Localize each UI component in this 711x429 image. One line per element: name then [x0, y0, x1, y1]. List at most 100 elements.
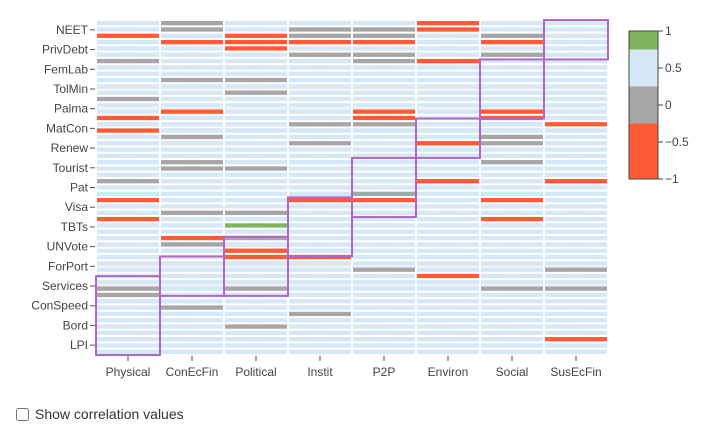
heatmap-cell-p2p-9 [353, 77, 415, 83]
show-values-label[interactable]: Show correlation values [35, 406, 184, 422]
heatmap-cell-political-9 [225, 77, 287, 83]
heatmap-cell-social-40 [481, 273, 543, 279]
heatmap-cell-physical-44 [97, 299, 159, 304]
heatmap-cell-social-41 [481, 280, 543, 285]
heatmap-cell-physical-39 [97, 267, 159, 272]
y-tick-label-privdebt: PrivDebt [42, 43, 89, 57]
heatmap-cell-instit-11 [289, 90, 351, 95]
heatmap-cell-social-38 [481, 261, 543, 266]
heatmap-cell-environ-29 [417, 204, 479, 209]
heatmap-cell-environ-51 [417, 343, 479, 348]
heatmap-cell-environ-10 [417, 84, 479, 89]
heatmap-cell-instit-27 [289, 191, 351, 196]
heatmap-cell-instit-24 [289, 172, 351, 178]
heatmap-cell-susecfin-32 [545, 223, 607, 228]
highlight-box-social [479, 58, 545, 120]
heatmap-cell-susecfin-40 [545, 273, 607, 279]
heatmap-cell-conecfin-21 [161, 153, 223, 159]
heatmap-cell-social-36 [481, 248, 543, 253]
y-tick-label-lpi: LPI [70, 338, 88, 352]
heatmap-cell-environ-45 [417, 305, 479, 310]
heatmap-cell-conecfin-33 [161, 229, 223, 234]
heatmap-cell-physical-22 [97, 160, 159, 165]
heatmap-cell-conecfin-18 [161, 134, 223, 140]
highlight-box-susecfin [543, 19, 609, 61]
heatmap-cell-susecfin-33 [545, 229, 607, 234]
heatmap-cell-physical-15 [97, 115, 159, 121]
heatmap-cell-susecfin-3 [545, 39, 607, 45]
y-tick-label-forport: ForPort [48, 259, 89, 273]
heatmap-cell-physical-8 [97, 71, 159, 76]
heatmap-cell-susecfin-24 [545, 172, 607, 178]
heatmap-cell-social-29 [481, 204, 543, 209]
heatmap-cell-physical-25 [97, 179, 159, 184]
heatmap-cell-physical-27 [97, 191, 159, 196]
heatmap-cell-susecfin-12 [545, 96, 607, 102]
x-tick-label-conecfin: ConEcFin [166, 365, 219, 379]
heatmap-cell-social-26 [481, 185, 543, 190]
heatmap-cell-physical-2 [97, 33, 159, 38]
heatmap-cell-social-24 [481, 172, 543, 178]
heatmap-cell-instit-14 [289, 109, 351, 114]
heatmap-cell-p2p-8 [353, 71, 415, 76]
heatmap-cell-conecfin-14 [161, 109, 223, 114]
heatmap-cell-conecfin-49 [161, 330, 223, 336]
x-tick-label-physical: Physical [106, 365, 151, 379]
heatmap-cell-p2p-35 [353, 242, 415, 247]
heatmap-cell-social-34 [481, 235, 543, 241]
heatmap-cell-social-28 [481, 197, 543, 203]
show-values-toggle[interactable]: Show correlation values [16, 406, 184, 422]
heatmap-cell-instit-40 [289, 273, 351, 279]
heatmap-cell-conecfin-35 [161, 242, 223, 247]
heatmap-cell-political-2 [225, 33, 287, 38]
heatmap-cell-instit-2 [289, 33, 351, 38]
heatmap-cell-susecfin-39 [545, 267, 607, 272]
heatmap-cell-social-35 [481, 242, 543, 247]
heatmap-cell-p2p-25 [353, 179, 415, 184]
heatmap-cell-political-12 [225, 96, 287, 102]
heatmap-cell-environ-2 [417, 33, 479, 38]
heatmap-cell-p2p-1 [353, 27, 415, 32]
heatmap-cell-environ-11 [417, 90, 479, 95]
heatmap-cell-political-25 [225, 179, 287, 184]
heatmap-cell-environ-23 [417, 166, 479, 171]
heatmap-cell-environ-48 [417, 324, 479, 329]
heatmap-cell-social-17 [481, 128, 543, 133]
y-tick-label-neet: NEET [56, 23, 89, 37]
show-values-checkbox[interactable] [16, 407, 29, 421]
heatmap-cell-conecfin-12 [161, 96, 223, 102]
heatmap-cell-social-13 [481, 103, 543, 108]
heatmap-cell-physical-1 [97, 27, 159, 32]
heatmap-cell-susecfin-0 [545, 21, 607, 26]
heatmap-cell-social-14 [481, 109, 543, 114]
highlight-box-physical [95, 275, 161, 357]
heatmap-cell-environ-13 [417, 103, 479, 108]
heatmap-cell-instit-42 [289, 286, 351, 291]
heatmap-cell-susecfin-31 [545, 216, 607, 222]
colorbar-band [629, 86, 658, 124]
heatmap-cell-susecfin-34 [545, 235, 607, 241]
heatmap-cell-physical-5 [97, 52, 159, 57]
heatmap-cell-social-1 [481, 27, 543, 32]
heatmap-cell-conecfin-20 [161, 147, 223, 152]
heatmap-cell-instit-49 [289, 330, 351, 336]
heatmap-cell-susecfin-6 [545, 58, 607, 64]
heatmap-cell-p2p-23 [353, 166, 415, 171]
heatmap-cell-environ-32 [417, 223, 479, 228]
heatmap-cell-conecfin-22 [161, 160, 223, 165]
heatmap-cells [97, 21, 607, 354]
heatmap-cell-conecfin-2 [161, 33, 223, 38]
heatmap-cell-environ-28 [417, 197, 479, 203]
heatmap-cell-physical-19 [97, 141, 159, 146]
heatmap-cell-susecfin-47 [545, 318, 607, 323]
heatmap-cell-political-21 [225, 153, 287, 159]
heatmap-cell-instit-39 [289, 267, 351, 272]
heatmap-cell-p2p-52 [353, 349, 415, 354]
heatmap-cell-social-49 [481, 330, 543, 336]
heatmap-cell-instit-13 [289, 103, 351, 108]
heatmap-cell-conecfin-29 [161, 204, 223, 209]
heatmap-cell-social-12 [481, 96, 543, 102]
heatmap-cell-social-39 [481, 267, 543, 272]
heatmap-cell-political-18 [225, 134, 287, 140]
heatmap-cell-p2p-34 [353, 235, 415, 241]
